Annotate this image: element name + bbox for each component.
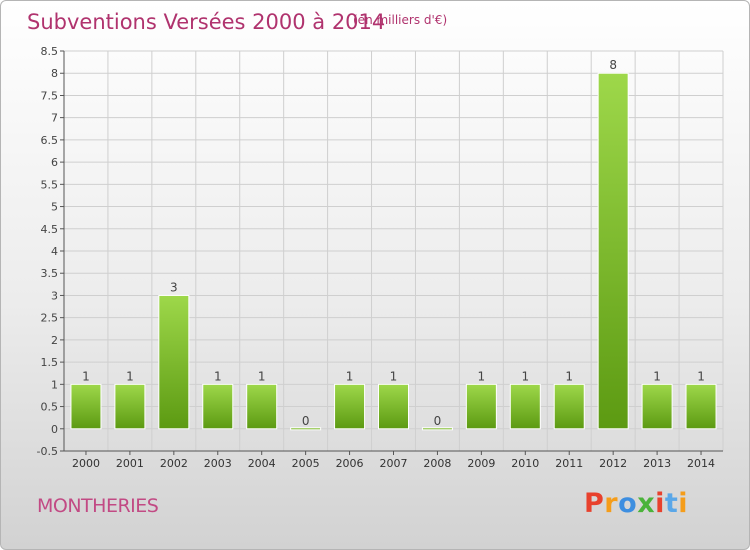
y-tick-label: 5 [51, 201, 58, 214]
x-tick-label: 2011 [555, 457, 583, 470]
x-tick-label: 2001 [116, 457, 144, 470]
data-label: 1 [653, 369, 661, 383]
y-tick-label: 1.5 [41, 356, 59, 369]
x-tick-label: 2004 [248, 457, 276, 470]
y-tick-label: 8.5 [41, 45, 59, 58]
y-tick-label: 6.5 [41, 134, 59, 147]
x-tick-label: 2002 [160, 457, 188, 470]
data-label: 1 [697, 369, 705, 383]
bar [685, 383, 717, 430]
y-tick-label: 1 [51, 378, 58, 391]
data-label: 1 [478, 369, 486, 383]
x-tick-label: 2003 [204, 457, 232, 470]
bar [334, 383, 366, 430]
logo-letter: r [604, 488, 619, 519]
bar [597, 72, 629, 430]
y-tick-label: 7.5 [41, 89, 59, 102]
logo-letter: o [618, 488, 638, 519]
y-tick-label: 3 [51, 289, 58, 302]
x-tick-label: 2012 [599, 457, 627, 470]
y-tick-label: 7 [51, 112, 58, 125]
y-tick-label: 4 [51, 245, 58, 258]
data-label: 1 [258, 369, 266, 383]
x-tick-label: 2009 [467, 457, 495, 470]
bar [202, 383, 234, 430]
y-tick-label: 0 [51, 423, 58, 436]
bar [290, 427, 322, 431]
bar [158, 294, 190, 430]
x-tick-label: 2006 [336, 457, 364, 470]
chart-unit-label: (en milliers d'€) [353, 13, 448, 27]
logo-letter: i [678, 488, 689, 519]
logo-letter: t [664, 488, 679, 519]
x-tick-label: 2010 [511, 457, 539, 470]
bar [641, 383, 673, 430]
bar [246, 383, 278, 430]
logo-letter: i [655, 488, 665, 519]
y-tick-label: 2 [51, 334, 58, 347]
axes: -0.5 0 0.5 1 1.5 2 2.5 3 3.5 4 4.5 5 5.5 6 6.5 7 7.5 8 8.5 [37, 45, 723, 458]
data-label: 1 [82, 369, 90, 383]
bar [465, 383, 497, 430]
y-tick-label: 3.5 [41, 267, 59, 280]
proxiti-logo: Proxiti [584, 488, 688, 519]
data-label: 1 [346, 369, 354, 383]
labels: 1 2000 1 2001 3 2002 1 2003 1 2004 0 2005 1 2006 1 2007… [72, 58, 715, 470]
bar [114, 383, 146, 430]
y-tick-label: 4.5 [41, 223, 59, 236]
logo-letter: x [637, 488, 656, 519]
logo-letter: P [584, 488, 605, 519]
y-tick-label: 2.5 [41, 312, 59, 325]
commune-name: MONTHERIES [37, 495, 159, 517]
data-label: 1 [565, 369, 573, 383]
x-tick-label: 2008 [423, 457, 451, 470]
y-tick-label: -0.5 [37, 445, 58, 458]
data-label: 1 [521, 369, 529, 383]
y-tick-label: 8 [51, 67, 58, 80]
y-tick-label: 5.5 [41, 178, 59, 191]
x-tick-label: 2000 [72, 457, 100, 470]
data-label: 1 [126, 369, 134, 383]
y-tick-label: 0.5 [41, 401, 59, 414]
bar [509, 383, 541, 430]
bar [70, 383, 102, 430]
bar [553, 383, 585, 430]
data-label: 1 [390, 369, 398, 383]
chart-title: Subventions Versées 2000 à 2014 [27, 10, 386, 34]
bar [378, 383, 409, 430]
x-tick-label: 2007 [380, 457, 408, 470]
bar [421, 427, 453, 431]
x-tick-label: 2014 [687, 457, 715, 470]
data-label: 1 [214, 369, 222, 383]
x-tick-label: 2013 [643, 457, 671, 470]
data-label: 3 [170, 280, 178, 294]
data-label: 0 [434, 414, 442, 428]
bars [70, 72, 717, 431]
y-tick-label: 6 [51, 156, 58, 169]
data-label: 8 [609, 58, 617, 72]
x-tick-label: 2005 [292, 457, 320, 470]
data-label: 0 [302, 414, 310, 428]
